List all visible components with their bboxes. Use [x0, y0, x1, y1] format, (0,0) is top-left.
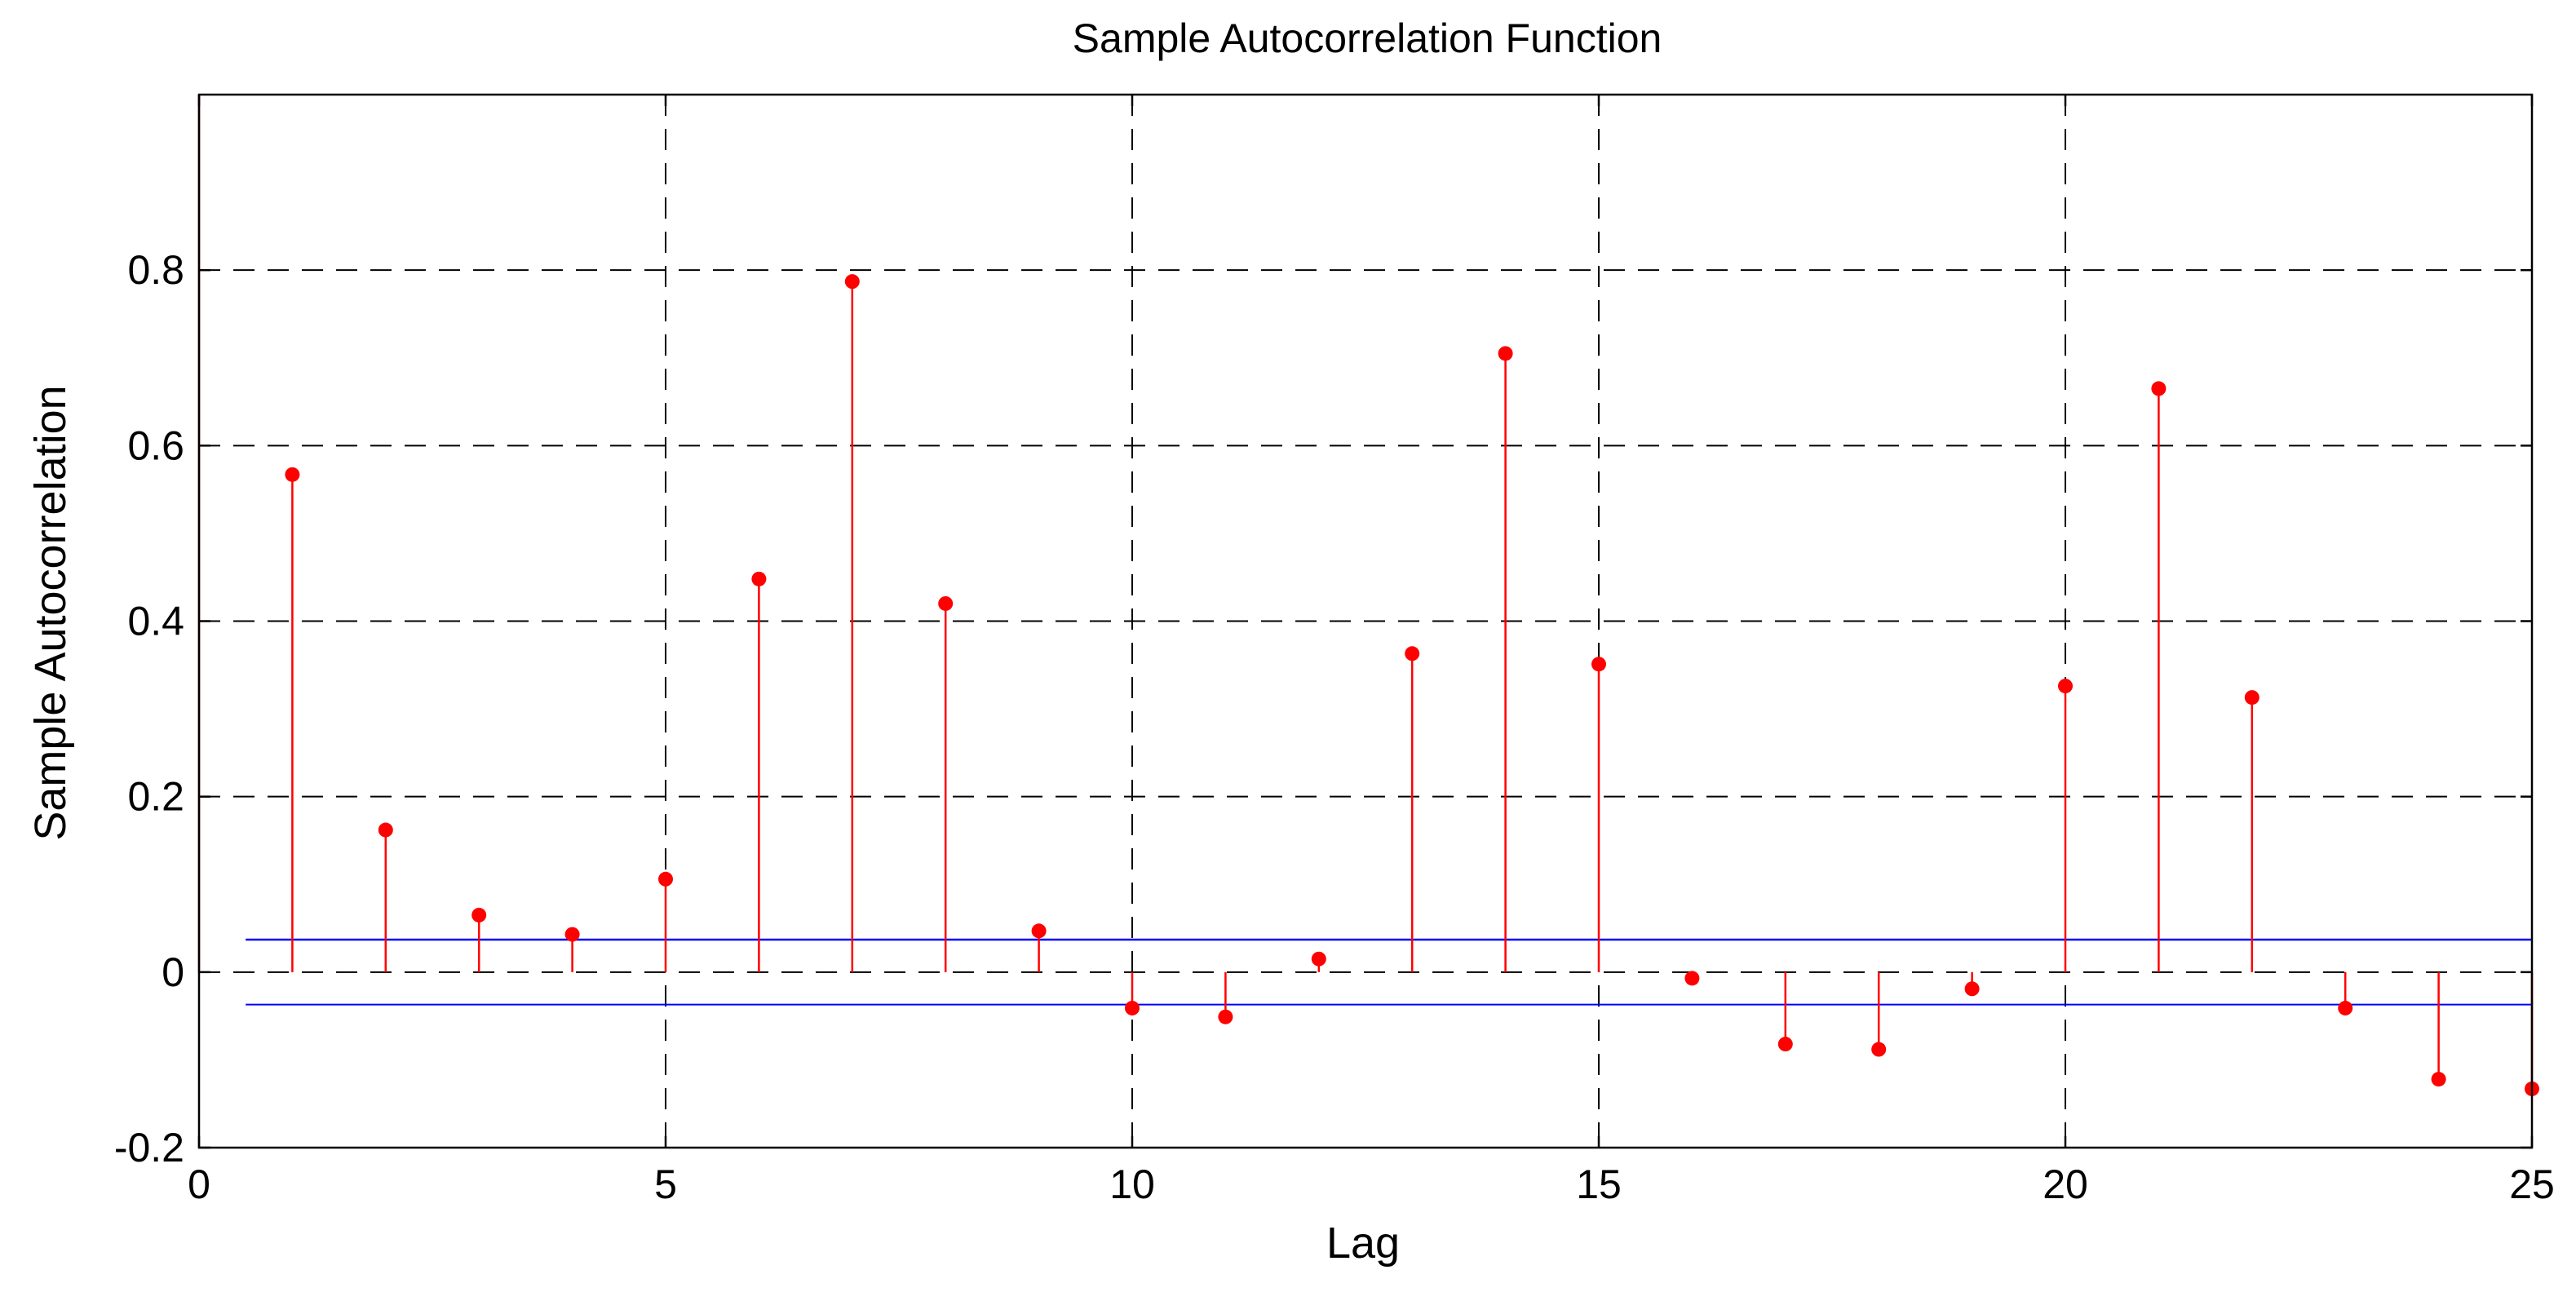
stem-marker: [938, 595, 954, 611]
y-tick-label: 0: [162, 949, 184, 995]
x-tick-label: 5: [654, 1161, 677, 1207]
grid-lines: [199, 95, 2532, 1148]
x-tick-label: 10: [1109, 1161, 1155, 1207]
stem-marker: [751, 571, 767, 586]
stem-marker: [285, 467, 300, 482]
stem-marker: [2338, 1000, 2353, 1015]
chart-title: Sample Autocorrelation Function: [1073, 15, 1662, 61]
stem-marker: [1031, 923, 1047, 939]
stem-marker: [2431, 1072, 2446, 1087]
x-axis-label: Lag: [1326, 1219, 1400, 1268]
x-tick-label: 25: [2509, 1161, 2555, 1207]
y-tick-label: 0.6: [127, 423, 184, 468]
stem-marker: [1777, 1037, 1793, 1052]
stem-marker: [844, 274, 860, 290]
confidence-bounds: [246, 938, 2532, 1006]
stem-marker: [2151, 381, 2167, 396]
y-tick-label: 0.8: [127, 247, 184, 293]
stem-marker: [1871, 1042, 1887, 1057]
stem-marker: [1125, 1000, 1140, 1015]
stem-marker: [1964, 981, 1980, 997]
y-tick-label: 0.2: [127, 774, 184, 820]
x-tick-labels: 0 5 10 15 20 25: [188, 1161, 2555, 1207]
y-tick-labels: -0.2 0 0.2 0.4 0.6 0.8: [114, 247, 184, 1170]
stem-marker: [471, 907, 487, 923]
x-tick-label: 15: [1576, 1161, 1622, 1207]
stem-marker: [658, 871, 673, 887]
y-tick-label: -0.2: [114, 1125, 184, 1170]
stem-marker: [2058, 679, 2073, 694]
stem-marker: [378, 822, 393, 838]
x-tick-label: 20: [2043, 1161, 2088, 1207]
y-axis-label: Sample Autocorrelation: [26, 385, 75, 840]
stem-marker: [1498, 346, 1513, 361]
stem-marker: [564, 927, 580, 942]
stem-marker: [1218, 1009, 1233, 1024]
stem-marker: [1311, 951, 1326, 967]
stem-marker: [1591, 657, 1606, 672]
y-tick-label: 0.4: [127, 599, 184, 644]
stem-marker: [1405, 646, 1420, 661]
plot-area-border: [197, 93, 2534, 1149]
stem-marker: [1684, 971, 1700, 986]
x-tick-label: 0: [188, 1161, 210, 1207]
stem-marker: [2244, 690, 2260, 706]
